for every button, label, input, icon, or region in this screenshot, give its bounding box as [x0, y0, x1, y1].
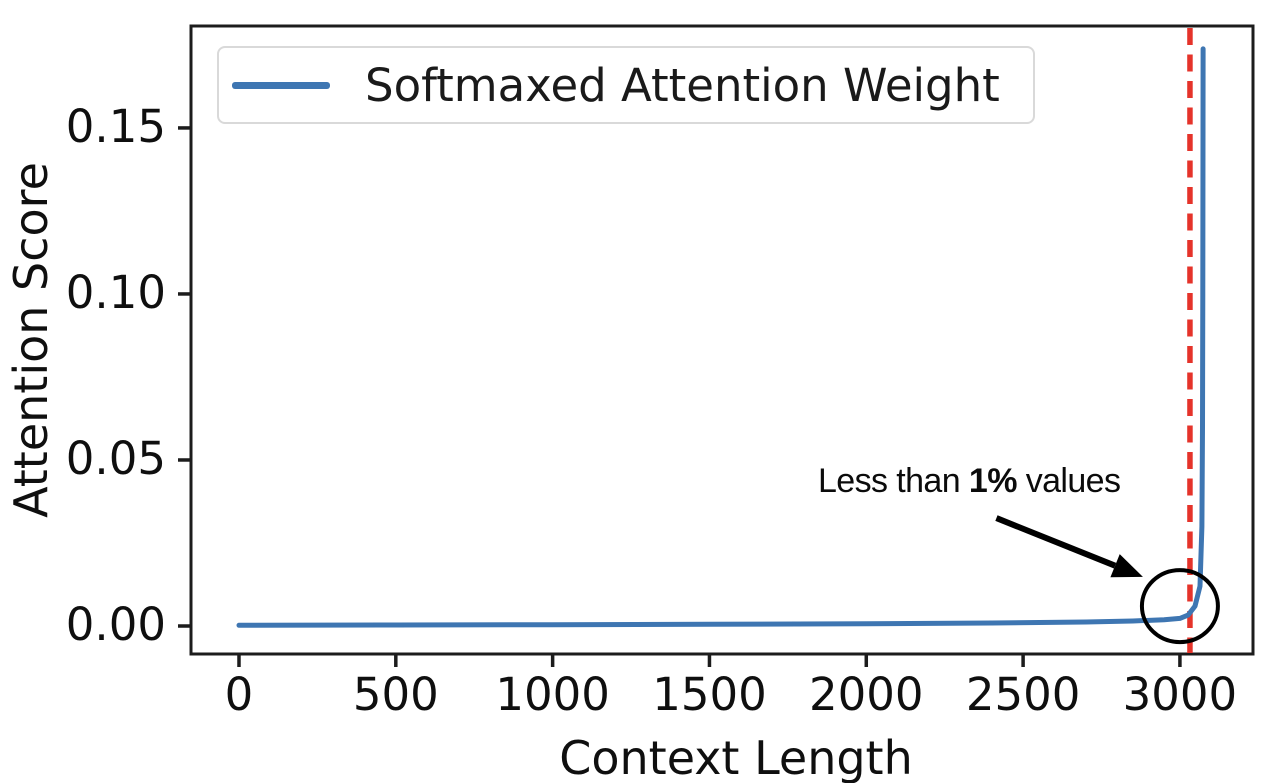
legend-entry-label: Softmaxed Attention Weight: [365, 58, 1000, 112]
x-tick-label: 2500: [965, 668, 1081, 721]
x-tick-label: 3000: [1122, 668, 1238, 721]
x-tick-label: 500: [352, 668, 439, 721]
annotation-arrow-shaft: [995, 515, 1117, 569]
y-tick-label: 0.10: [65, 265, 166, 319]
x-axis-label: Context Length: [559, 731, 913, 783]
axes-spines: [189, 24, 1255, 656]
annotation-less-than-1pct: Less than 1% values: [818, 462, 1121, 500]
y-tick-label: 0.00: [65, 598, 166, 651]
annotation-text-suffix: values: [1016, 462, 1121, 500]
annotation-arrow-head: [1110, 554, 1143, 578]
annotation-circle: [1139, 568, 1220, 645]
x-tick-label: 0: [224, 668, 254, 721]
legend: Softmaxed Attention Weight: [217, 46, 1035, 124]
annotation-text-prefix: Less than: [818, 462, 969, 500]
x-tick-label: 1500: [652, 668, 767, 721]
series-line-softmaxed-attention: [236, 46, 1206, 628]
legend-line-swatch: [232, 81, 330, 89]
annotation-text-bold: 1%: [968, 462, 1018, 500]
x-tick-label: 1000: [495, 668, 610, 721]
y-tick-label: 0.05: [65, 431, 166, 485]
x-tick-label: 2000: [809, 668, 924, 721]
y-tick-label: 0.15: [65, 99, 166, 153]
